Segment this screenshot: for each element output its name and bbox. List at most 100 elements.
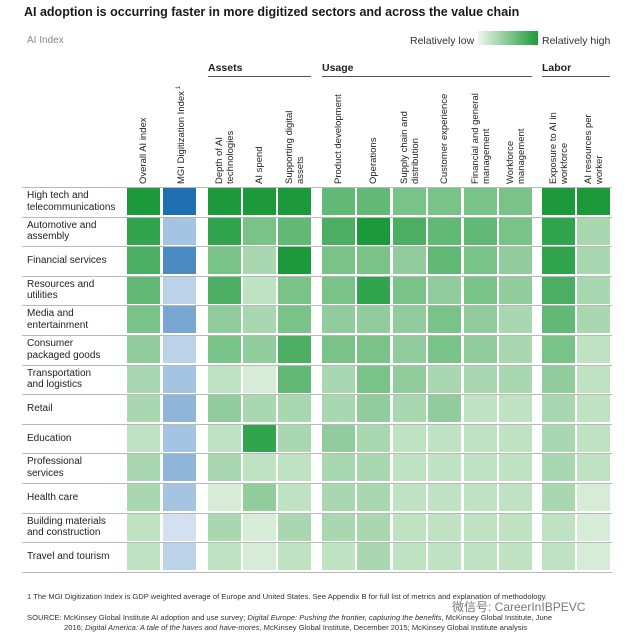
- column-header-9: Financial and general management: [469, 93, 492, 184]
- heatmap-cell: [208, 395, 241, 423]
- heatmap-cell: [322, 454, 355, 482]
- heatmap-cell: [464, 484, 497, 511]
- column-header-12: AI resources per worker: [582, 114, 605, 184]
- heatmap-cell: [542, 306, 575, 334]
- heatmap-cell: [428, 395, 461, 423]
- group-line-usage: [322, 76, 532, 77]
- heatmap-cell: [127, 188, 160, 215]
- source-line2-a: 2016;: [64, 623, 86, 632]
- heatmap-cell: [428, 336, 461, 363]
- heatmap-cell: [208, 247, 241, 275]
- heatmap-cell: [278, 217, 311, 245]
- footnote: 1 The MGI Digitization Index is GDP weig…: [27, 592, 548, 601]
- heatmap-cell: [278, 513, 311, 541]
- group-label-labor: Labor: [542, 62, 572, 74]
- heatmap-cell: [393, 454, 426, 482]
- heatmap-cell: [499, 276, 532, 304]
- chart-title: AI adoption is occurring faster in more …: [24, 5, 520, 19]
- heatmap-cell: [127, 454, 160, 482]
- legend-high-label: Relatively high: [542, 35, 611, 47]
- heatmap-cell: [577, 513, 610, 541]
- heatmap-cell: [243, 454, 276, 482]
- row-separator: [22, 394, 612, 396]
- heatmap-cell: [243, 395, 276, 423]
- heatmap-cell: [499, 543, 532, 571]
- heatmap-cell: [278, 365, 311, 393]
- source-line2-b: Digital America: A tale of the haves and…: [85, 623, 260, 632]
- heatmap-cell: [464, 424, 497, 452]
- heatmap-cell: [322, 513, 355, 541]
- row-label: Retail: [27, 402, 53, 414]
- heatmap-cell: [208, 454, 241, 482]
- heatmap-cell: [322, 217, 355, 245]
- row-separator: [22, 335, 612, 336]
- heatmap-cell: [127, 484, 160, 511]
- heatmap-cell: [163, 484, 196, 511]
- heatmap-cell: [163, 365, 196, 393]
- heatmap-cell: [322, 276, 355, 304]
- source-line1-c: , McKinsey Global Institute, June: [441, 613, 553, 622]
- heatmap-cell: [163, 543, 196, 571]
- heatmap-cell: [163, 306, 196, 334]
- column-header-11: Exposure to AI in workforce: [547, 112, 570, 184]
- heatmap-cell: [499, 454, 532, 482]
- heatmap-cell: [542, 424, 575, 452]
- heatmap-cell: [499, 306, 532, 334]
- heatmap-cell: [357, 513, 390, 541]
- heatmap-cell: [243, 276, 276, 304]
- heatmap-cell: [357, 306, 390, 334]
- heatmap-cell: [278, 484, 311, 511]
- heatmap-cell: [428, 454, 461, 482]
- heatmap-cell: [577, 276, 610, 304]
- source-line2-c: , McKinsey Global Institute, December 20…: [259, 623, 528, 632]
- heatmap-cell: [243, 188, 276, 215]
- source-line1-a: McKinsey Global Institute AI adoption an…: [63, 613, 248, 622]
- heatmap-cell: [163, 336, 196, 363]
- heatmap-cell: [243, 306, 276, 334]
- heatmap-cell: [208, 217, 241, 245]
- heatmap-cell: [357, 454, 390, 482]
- group-label-assets: Assets: [208, 62, 243, 74]
- heatmap-cell: [393, 336, 426, 363]
- heatmap-cell: [322, 365, 355, 393]
- heatmap-cell: [278, 395, 311, 423]
- row-label: Education: [27, 432, 72, 444]
- heatmap-cell: [278, 276, 311, 304]
- heatmap-cell: [393, 365, 426, 393]
- row-label: Building materials and construction: [27, 515, 106, 539]
- heatmap-cell: [243, 247, 276, 275]
- source-note: SOURCE: McKinsey Global Institute AI ado…: [27, 613, 552, 633]
- row-label: Transportation and logistics: [27, 367, 92, 391]
- heatmap-cell: [542, 217, 575, 245]
- heatmap-cell: [127, 247, 160, 275]
- heatmap-cell: [357, 395, 390, 423]
- heatmap-cell: [428, 247, 461, 275]
- row-separator: [22, 216, 612, 218]
- heatmap-cell: [577, 395, 610, 423]
- heatmap-cell: [163, 513, 196, 541]
- heatmap-cell: [464, 247, 497, 275]
- heatmap-cell: [208, 336, 241, 363]
- heatmap-cell: [577, 336, 610, 363]
- heatmap-cell: [393, 306, 426, 334]
- row-label: Professional services: [27, 456, 83, 479]
- heatmap-cell: [577, 306, 610, 334]
- heatmap-cell: [542, 188, 575, 215]
- heatmap-cell: [278, 188, 311, 215]
- heatmap-cell: [499, 395, 532, 423]
- heatmap-cell: [393, 247, 426, 275]
- group-label-usage: Usage: [322, 62, 354, 74]
- heatmap-cell: [428, 513, 461, 541]
- heatmap-cell: [428, 188, 461, 215]
- heatmap-cell: [127, 336, 160, 363]
- heatmap-cell: [542, 454, 575, 482]
- heatmap-cell: [243, 484, 276, 511]
- heatmap-cell: [577, 247, 610, 275]
- row-separator: [22, 364, 612, 366]
- heatmap-cell: [577, 543, 610, 571]
- heatmap-cell: [393, 217, 426, 245]
- heatmap-cell: [499, 513, 532, 541]
- row-separator: [22, 187, 612, 188]
- group-line-labor: [542, 76, 610, 77]
- heatmap-cell: [428, 217, 461, 245]
